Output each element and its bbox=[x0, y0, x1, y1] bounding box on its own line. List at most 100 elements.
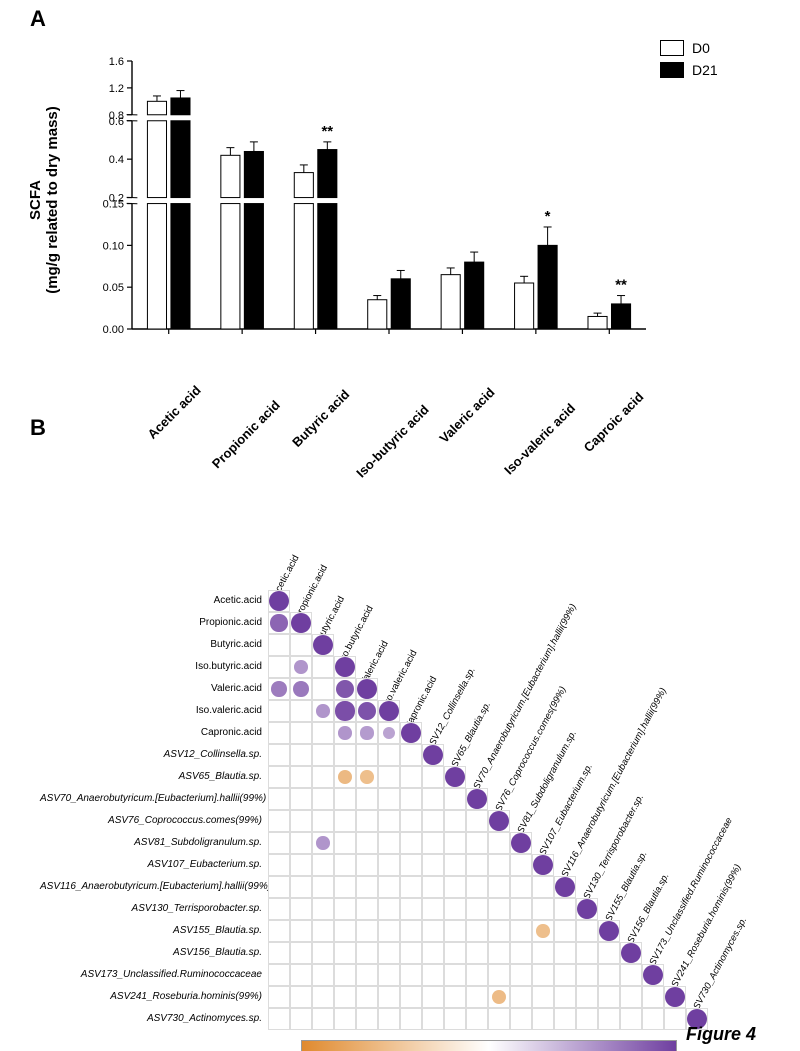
corr-cell bbox=[268, 920, 290, 942]
corr-cell bbox=[356, 986, 378, 1008]
corr-cell bbox=[510, 1008, 532, 1030]
corr-cell bbox=[356, 964, 378, 986]
corr-cell bbox=[422, 986, 444, 1008]
corr-cell bbox=[488, 854, 510, 876]
corr-cell bbox=[400, 788, 422, 810]
corr-dot bbox=[335, 701, 354, 720]
corr-cell bbox=[268, 744, 290, 766]
corr-cell bbox=[312, 766, 334, 788]
corr-cell bbox=[576, 1008, 598, 1030]
corr-cell bbox=[312, 678, 334, 700]
corr-row-label: ASV76_Coprococcus.comes(99%) bbox=[40, 815, 262, 826]
corr-cell bbox=[400, 964, 422, 986]
corr-cell bbox=[268, 788, 290, 810]
corr-cell bbox=[400, 810, 422, 832]
corr-cell bbox=[510, 986, 532, 1008]
corr-cell bbox=[400, 898, 422, 920]
corr-cell bbox=[466, 898, 488, 920]
corr-cell bbox=[378, 832, 400, 854]
corr-cell bbox=[532, 898, 554, 920]
corr-cell bbox=[422, 832, 444, 854]
corr-cell bbox=[290, 832, 312, 854]
corr-cell bbox=[268, 964, 290, 986]
corr-cell bbox=[334, 788, 356, 810]
corr-cell bbox=[356, 898, 378, 920]
corr-cell bbox=[334, 832, 356, 854]
corr-cell bbox=[312, 810, 334, 832]
corr-cell bbox=[422, 898, 444, 920]
corr-dot bbox=[492, 990, 506, 1004]
corr-cell bbox=[312, 942, 334, 964]
corr-cell bbox=[290, 964, 312, 986]
corr-row-label: Iso.valeric.acid bbox=[40, 705, 262, 716]
svg-text:*: * bbox=[545, 208, 551, 225]
corr-cell bbox=[444, 920, 466, 942]
corr-row-label: ASV241_Roseburia.hominis(99%) bbox=[40, 991, 262, 1002]
corr-cell bbox=[268, 810, 290, 832]
corr-cell bbox=[268, 700, 290, 722]
svg-text:**: ** bbox=[321, 123, 333, 140]
figure-page: A SCFA (mg/g related to dry mass) D0 D21… bbox=[0, 0, 800, 1051]
corr-cell bbox=[356, 942, 378, 964]
corr-dot bbox=[511, 833, 531, 853]
corr-cell bbox=[488, 1008, 510, 1030]
corr-cell bbox=[576, 964, 598, 986]
corr-cell bbox=[510, 876, 532, 898]
corr-cell bbox=[444, 1008, 466, 1030]
corr-cell bbox=[532, 942, 554, 964]
corr-row-label: ASV130_Terrisporobacter.sp. bbox=[40, 903, 262, 914]
corr-cell bbox=[334, 942, 356, 964]
panel-a-label: A bbox=[30, 6, 46, 32]
corr-cell bbox=[268, 766, 290, 788]
corr-cell bbox=[334, 810, 356, 832]
corr-cell bbox=[532, 876, 554, 898]
corr-cell bbox=[378, 744, 400, 766]
corr-cell bbox=[334, 744, 356, 766]
corr-cell bbox=[620, 986, 642, 1008]
corr-cell bbox=[356, 920, 378, 942]
corr-cell bbox=[378, 920, 400, 942]
corr-cell bbox=[290, 898, 312, 920]
corr-row-label: ASV81_Subdoligranulum.sp. bbox=[40, 837, 262, 848]
corr-col-label: ASV130_Terrisporobacter.sp. bbox=[578, 792, 646, 907]
corr-cell bbox=[378, 964, 400, 986]
corr-dot bbox=[489, 811, 509, 831]
corr-cell bbox=[488, 898, 510, 920]
panel-b-colorbar: -1-0.8-0.6-0.4-0.200.20.40.60.81 bbox=[301, 1040, 675, 1051]
corr-cell bbox=[642, 986, 664, 1008]
panel-b: Acetic.acidPropionic.acidButyric.acidIso… bbox=[40, 440, 760, 1000]
corr-cell bbox=[400, 942, 422, 964]
corr-cell bbox=[400, 744, 422, 766]
corr-cell bbox=[422, 942, 444, 964]
corr-dot bbox=[360, 726, 373, 739]
corr-dot bbox=[316, 836, 330, 850]
corr-cell bbox=[378, 1008, 400, 1030]
corr-cell bbox=[466, 964, 488, 986]
corr-cell bbox=[488, 920, 510, 942]
corr-cell bbox=[554, 964, 576, 986]
svg-text:0.4: 0.4 bbox=[109, 154, 124, 166]
corr-cell bbox=[598, 986, 620, 1008]
corr-cell bbox=[510, 920, 532, 942]
corr-cell bbox=[334, 876, 356, 898]
corr-row-label: ASV12_Collinsella.sp. bbox=[40, 749, 262, 760]
corr-cell bbox=[466, 854, 488, 876]
corr-dot bbox=[357, 679, 377, 699]
legend-swatch-d0 bbox=[660, 40, 684, 56]
corr-cell bbox=[356, 788, 378, 810]
corr-cell bbox=[444, 898, 466, 920]
corr-cell bbox=[334, 986, 356, 1008]
corr-dot bbox=[445, 767, 465, 787]
svg-text:0.05: 0.05 bbox=[103, 282, 124, 294]
corr-cell bbox=[532, 986, 554, 1008]
corr-cell bbox=[510, 898, 532, 920]
corr-row-label: ASV65_Blautia.sp. bbox=[40, 771, 262, 782]
corr-dot bbox=[643, 965, 663, 985]
corr-cell bbox=[356, 810, 378, 832]
corr-col-label: ASV81_Subdoligranulum.sp. bbox=[512, 729, 579, 841]
corr-cell bbox=[268, 986, 290, 1008]
corr-cell bbox=[268, 832, 290, 854]
corr-cell bbox=[268, 1008, 290, 1030]
corr-row-label: ASV155_Blautia.sp. bbox=[40, 925, 262, 936]
corr-row-label: ASV107_Eubacterium.sp. bbox=[40, 859, 262, 870]
